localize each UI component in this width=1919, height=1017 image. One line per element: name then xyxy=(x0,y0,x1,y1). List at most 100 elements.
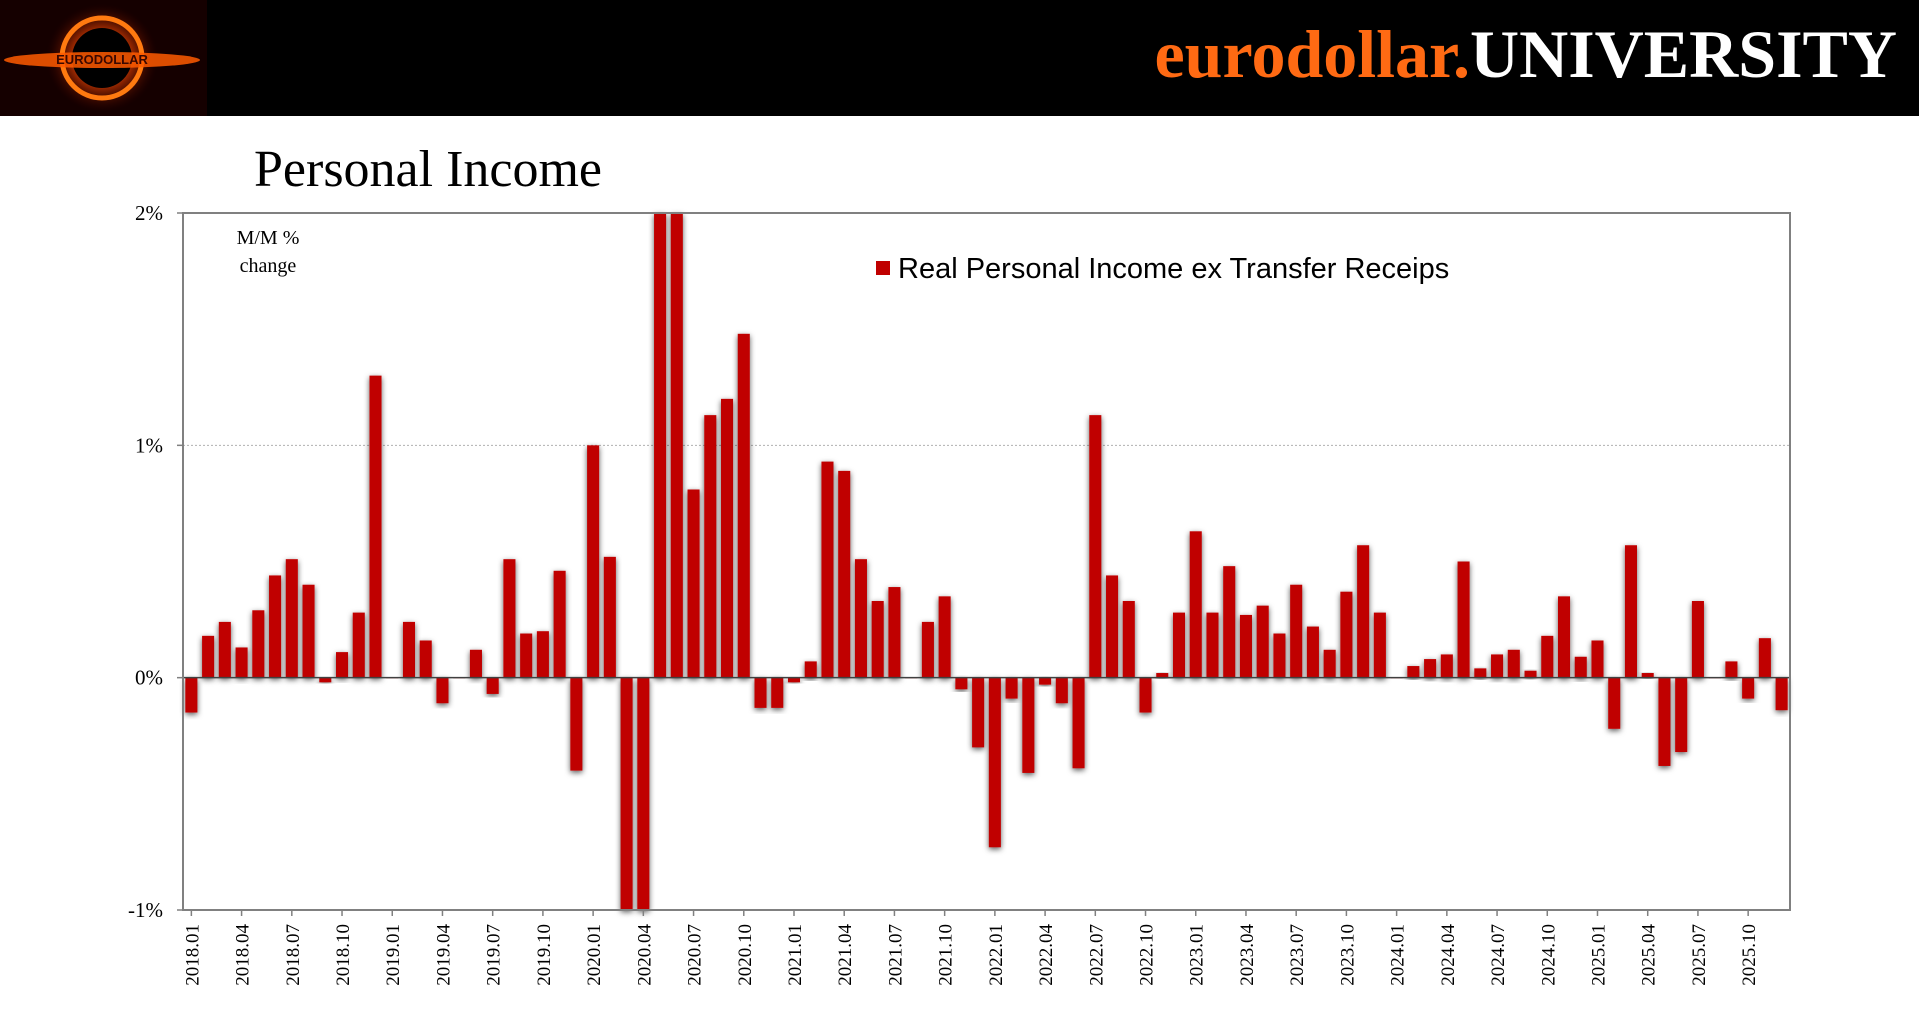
x-tick-label: 2024.04 xyxy=(1438,924,1459,986)
x-tick-label: 2021.07 xyxy=(885,924,906,986)
bar xyxy=(1055,677,1068,704)
bar xyxy=(687,489,700,678)
bar xyxy=(1122,601,1135,678)
logo-text: EURODOLLAR xyxy=(56,52,148,67)
bar xyxy=(921,621,934,678)
y-axis-label-line1: M/M % xyxy=(237,227,300,249)
bar xyxy=(1758,638,1771,678)
bar xyxy=(938,596,951,678)
bar xyxy=(1440,654,1453,678)
x-tick-label: 2025.10 xyxy=(1739,924,1760,986)
x-tick-label: 2021.01 xyxy=(785,924,806,986)
y-tick-label: -1% xyxy=(128,898,163,922)
x-tick-label: 2022.07 xyxy=(1086,924,1107,986)
bar xyxy=(536,631,549,678)
bar xyxy=(570,677,583,771)
x-tick-label: 2024.07 xyxy=(1488,924,1509,986)
bar xyxy=(436,677,449,704)
bar xyxy=(1189,531,1202,678)
x-tick-label: 2019.04 xyxy=(434,924,455,986)
bar xyxy=(1658,677,1671,766)
bar xyxy=(1541,635,1554,678)
x-tick-label: 2018.07 xyxy=(283,924,304,986)
bar xyxy=(1306,626,1319,678)
bar xyxy=(185,677,198,713)
bar xyxy=(1072,677,1085,769)
bar xyxy=(972,677,985,748)
bar xyxy=(654,213,667,678)
bar xyxy=(553,570,566,678)
bar xyxy=(1474,668,1487,678)
bar xyxy=(319,677,332,683)
y-tick-label: 2% xyxy=(135,201,163,225)
brand-part-eurodollar: eurodollar. xyxy=(1154,16,1471,92)
x-tick-label: 2025.07 xyxy=(1689,924,1710,986)
x-tick-label: 2018.01 xyxy=(182,924,203,986)
bar xyxy=(620,677,633,910)
x-tick-label: 2019.01 xyxy=(383,924,404,986)
y-tick-label: 0% xyxy=(135,666,163,690)
bar xyxy=(1624,545,1637,678)
bar xyxy=(1223,566,1236,678)
bar xyxy=(1172,612,1186,678)
bar xyxy=(1373,612,1386,678)
bar xyxy=(670,213,683,678)
x-tick-label: 2020.04 xyxy=(634,924,655,986)
bar xyxy=(1608,677,1621,729)
bar xyxy=(1591,640,1604,678)
bar xyxy=(1491,654,1504,678)
bar xyxy=(486,677,499,694)
bar xyxy=(336,652,349,678)
bar xyxy=(235,647,248,678)
bar xyxy=(218,621,231,678)
x-tick-label: 2019.10 xyxy=(534,924,555,986)
x-tick-label: 2022.10 xyxy=(1137,924,1158,986)
bar xyxy=(1457,561,1470,678)
bar xyxy=(1725,661,1738,678)
bar xyxy=(1574,656,1587,678)
bar xyxy=(1407,666,1420,678)
x-tick-label: 2020.10 xyxy=(735,924,756,986)
x-tick-label: 2023.07 xyxy=(1287,924,1308,986)
bar xyxy=(754,677,767,708)
logo: EURODOLLAR xyxy=(0,0,207,116)
bar xyxy=(302,584,315,678)
bar xyxy=(1675,677,1688,753)
bar xyxy=(955,677,968,690)
x-tick-label: 2018.04 xyxy=(233,924,254,986)
x-tick-label: 2020.01 xyxy=(584,924,605,986)
bar xyxy=(721,398,734,678)
bar xyxy=(704,415,717,678)
x-tick-label: 2021.10 xyxy=(936,924,957,986)
bar xyxy=(1156,673,1169,678)
x-tick-label: 2023.10 xyxy=(1337,924,1358,986)
logo-graphic: EURODOLLAR xyxy=(0,0,207,116)
bar xyxy=(1557,596,1571,678)
bar xyxy=(520,633,533,678)
bar xyxy=(1691,601,1704,678)
bar xyxy=(503,559,516,678)
bar xyxy=(1357,545,1370,678)
x-tick-label: 2021.04 xyxy=(835,924,856,986)
x-tick-label: 2020.07 xyxy=(685,924,706,986)
bar xyxy=(1106,575,1119,678)
bar xyxy=(1022,677,1035,773)
bar xyxy=(1775,677,1788,711)
x-tick-label: 2022.04 xyxy=(1036,924,1057,986)
bar xyxy=(1089,415,1102,678)
header-bar: EURODOLLAR eurodollar.UNIVERSITY xyxy=(0,0,1919,116)
bar xyxy=(888,587,901,678)
bar xyxy=(854,559,867,678)
y-axis-label-line2: change xyxy=(240,255,297,277)
bar xyxy=(1273,633,1286,678)
bar xyxy=(252,610,265,678)
bar xyxy=(637,677,650,910)
bar xyxy=(587,445,600,678)
bar xyxy=(1005,677,1018,699)
bar xyxy=(1039,677,1052,685)
bar xyxy=(771,677,784,708)
x-tick-label: 2024.10 xyxy=(1538,924,1559,986)
bar xyxy=(1641,673,1654,678)
x-tick-label: 2023.01 xyxy=(1187,924,1208,986)
